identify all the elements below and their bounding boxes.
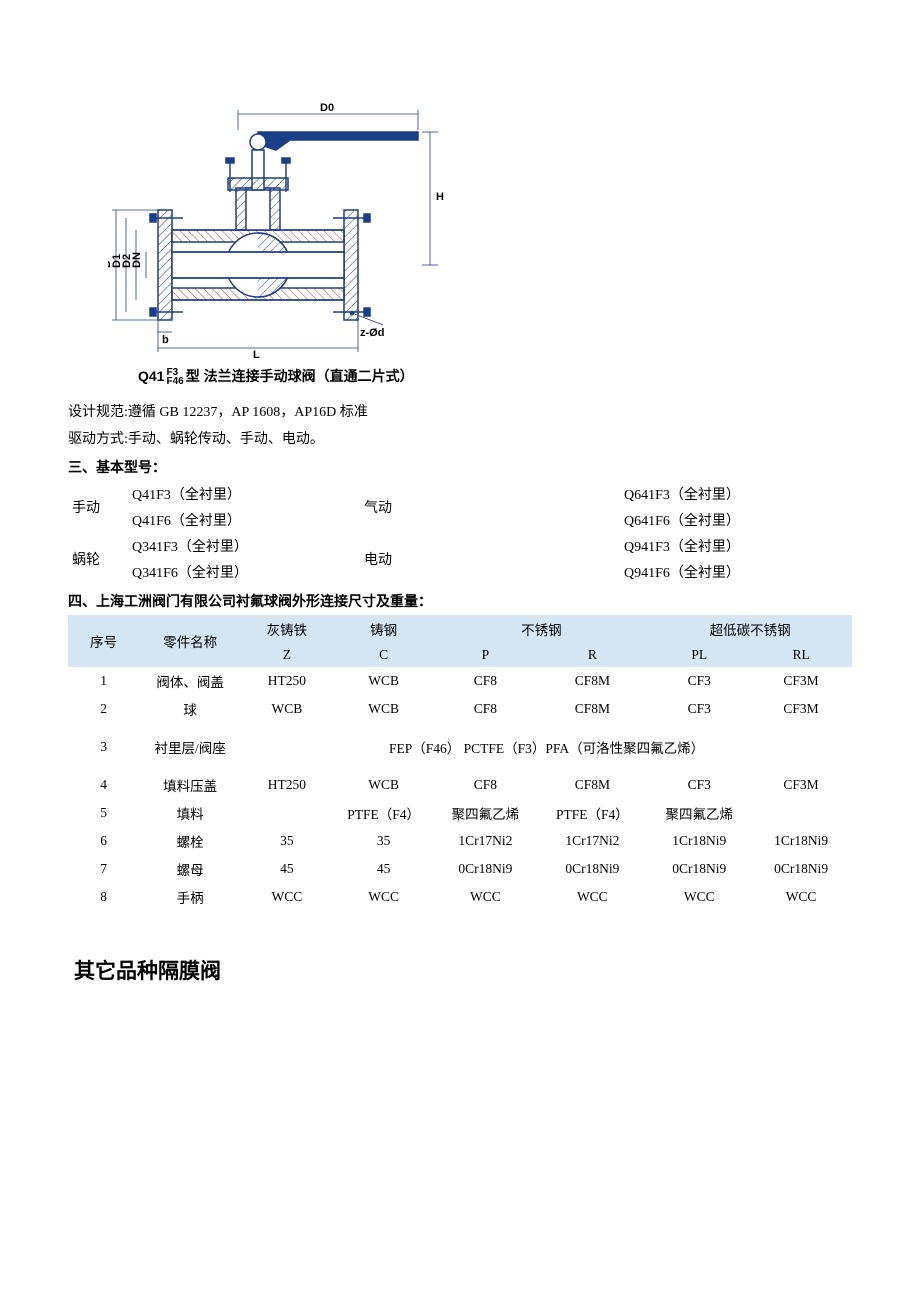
th-gci: 灰铸铁 [241,615,333,643]
table-row: 4 填料压盖 HT250 WCB CF8 CF8M CF3 CF3M [68,771,852,799]
model-3b: Q341F6（全衬里） [128,559,360,585]
section4-heading: 四、上海工洲阀门有限公司衬氟球阀外形连接尺寸及重量： [68,591,852,611]
table-row: 8 手柄 WCC WCC WCC WCC WCC WCC [68,883,852,911]
table-row: 3 衬里层/阀座 FEP（F46） PCTFE（F3）PFA（可洛性聚四氟乙烯） [68,723,852,771]
dim-b: b [162,334,169,346]
model-2b: Q641F6（全衬里） [620,507,852,533]
section3-heading: 三、基本型号： [68,457,852,477]
dim-DN: DN [131,252,143,268]
model-3a: Q341F3（全衬里） [128,533,360,559]
model-drive-4: 电动 [360,533,420,585]
valve-diagram: D0 H L b D D1 D2 DN z-Ød Q41F3F46型 法兰连接手… [108,100,852,386]
model-4a: Q941F3（全衬里） [620,533,852,559]
th-part: 零件名称 [139,615,241,667]
th-C: C [333,643,435,667]
th-PL: PL [648,643,750,667]
model-4b: Q941F6（全衬里） [620,559,852,585]
valve-diagram-svg: D0 H L b D D1 D2 DN z-Ød [108,100,448,360]
model-2a: Q641F3（全衬里） [620,481,852,507]
caption-suffix: 型 法兰连接手动球阀（直通二片式） [186,368,414,384]
caption-prefix: Q41 [138,368,164,384]
spec-design: 设计规范:遵循 GB 12237，AP 1608，AP16D 标准 [68,400,852,425]
dim-D0: D0 [320,102,334,114]
table-row: 1 阀体、阀盖 HT250 WCB CF8 CF8M CF3 CF3M [68,667,852,695]
model-1a: Q41F3（全衬里） [128,481,360,507]
th-RL: RL [750,643,852,667]
model-1b: Q41F6（全衬里） [128,507,360,533]
model-drive-2: 气动 [360,481,420,533]
dim-H: H [436,191,444,203]
diagram-caption: Q41F3F46型 法兰连接手动球阀（直通二片式） [138,366,852,386]
spec-drive: 驱动方式:手动、蜗轮传动、手动、电动。 [68,427,852,452]
materials-table: 序号 零件名称 灰铸铁 铸钢 不锈钢 超低碳不锈钢 Z C P R PL RL … [68,615,852,911]
table-row: 6 螺栓 35 35 1Cr17Ni2 1Cr17Ni2 1Cr18Ni9 1C… [68,827,852,855]
caption-sub: F46 [166,377,183,386]
table-row: 5 填料 PTFE（F4） 聚四氟乙烯 PTFE（F4） 聚四氟乙烯 [68,799,852,827]
th-ss: 不锈钢 [435,615,649,643]
model-drive-3: 蜗轮 [68,533,128,585]
th-P: P [435,643,537,667]
dim-L: L [253,349,260,360]
bottom-heading: 其它品种隔膜阀 [74,955,852,985]
th-R: R [536,643,648,667]
th-cs: 铸钢 [333,615,435,643]
th-ulcss: 超低碳不锈钢 [648,615,852,643]
th-seq: 序号 [68,615,139,667]
model-table: 手动 Q41F3（全衬里） 气动 Q641F3（全衬里） Q41F6（全衬里） … [68,481,852,585]
table-row: 7 螺母 45 45 0Cr18Ni9 0Cr18Ni9 0Cr18Ni9 0C… [68,855,852,883]
model-drive-1: 手动 [68,481,128,533]
dim-zphi: z-Ød [360,327,384,339]
th-Z: Z [241,643,333,667]
table-row: 2 球 WCB WCB CF8 CF8M CF3 CF3M [68,695,852,723]
